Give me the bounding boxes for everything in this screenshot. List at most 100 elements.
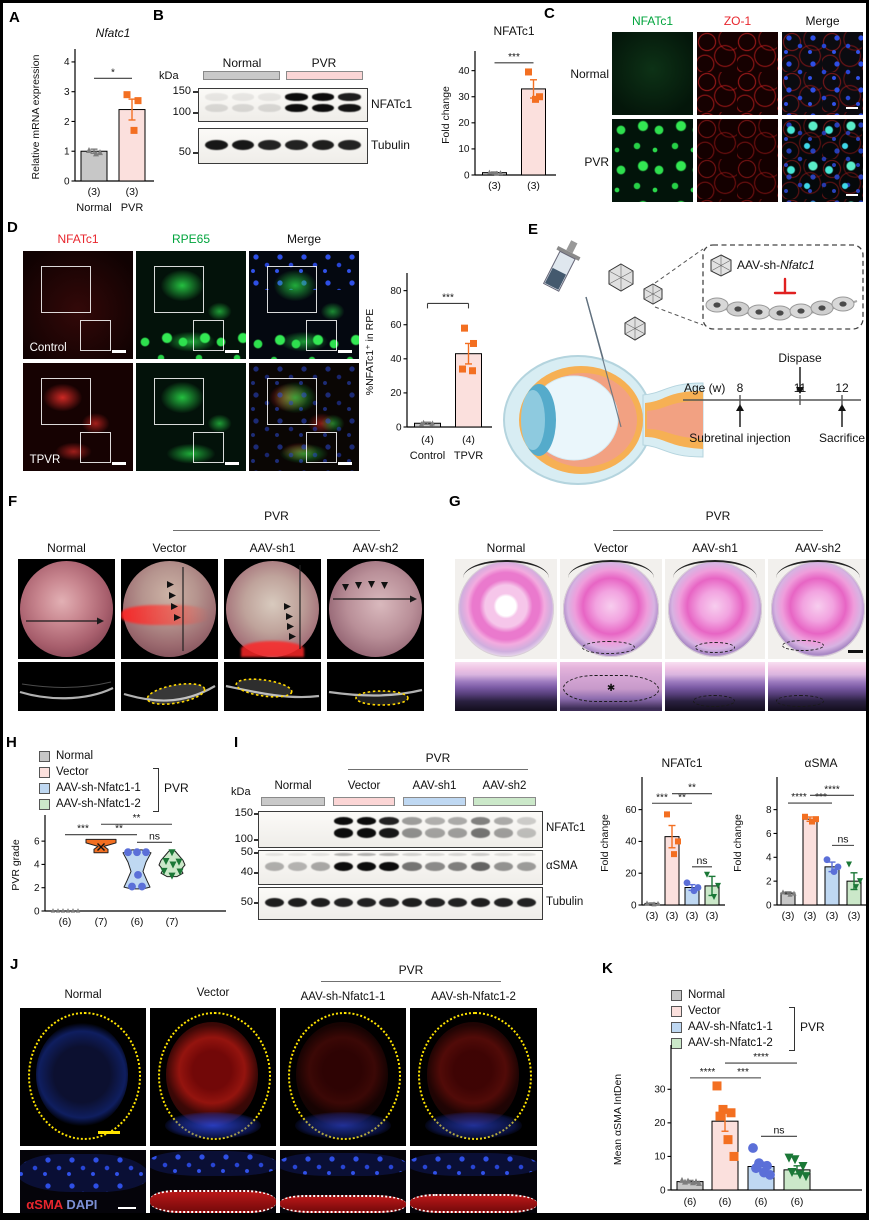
svg-text:Control: Control — [410, 450, 445, 462]
svg-text:AAV-sh-Nfatc1: AAV-sh-Nfatc1 — [737, 258, 815, 272]
swatch-sh2 — [671, 1037, 682, 1049]
svg-text:(6): (6) — [59, 916, 72, 928]
g-he-retina-aavsh1 — [665, 662, 765, 711]
blot-b-bar-pvr — [286, 71, 363, 80]
svg-text:Fold change: Fold change — [732, 814, 744, 872]
c-image-zo1-normal — [697, 32, 778, 115]
panel-label-j: J — [10, 956, 19, 973]
f-fundus-aavsh2 — [327, 559, 424, 659]
blot-i-asma — [258, 850, 543, 885]
d-image-rpe65-tpvr — [136, 363, 246, 471]
d-col-merge: Merge — [286, 232, 321, 246]
svg-text:(6): (6) — [791, 1196, 804, 1208]
g-col-aavsh1: AAV-sh1 — [692, 541, 738, 555]
svg-text:(3): (3) — [706, 910, 719, 922]
c-col-nfatc1: NFATc1 — [631, 14, 674, 28]
blot-b-label-nfatc1: NFATc1 — [371, 97, 413, 111]
c-image-merge-normal — [782, 32, 863, 115]
legend-item-sh1: AAV-sh-Nfatc1-1 — [671, 1019, 773, 1035]
g-he-eye-aavsh2 — [768, 559, 866, 659]
svg-text:(3): (3) — [782, 910, 795, 922]
svg-text:(6): (6) — [131, 916, 144, 928]
panel-label-b: B — [153, 7, 164, 24]
c-scalebar — [846, 107, 859, 110]
svg-text:(3): (3) — [88, 186, 101, 198]
svg-text:2: 2 — [64, 117, 70, 128]
chart-asma-intden: 0 10 20 30 Mean αSMA IntDen **** *** ns **** (6)(… — [609, 1037, 866, 1213]
d-row-control: Control — [29, 341, 67, 354]
svg-text:40: 40 — [390, 354, 402, 365]
j-eye-vector — [150, 1008, 276, 1146]
svg-text:****: **** — [700, 1067, 716, 1078]
i-bar-aavsh1 — [403, 797, 466, 806]
blot-b-bar-normal — [203, 71, 280, 80]
svg-text:(3): (3) — [126, 186, 139, 198]
svg-text:***: *** — [656, 792, 668, 803]
j-eye-sh2 — [410, 1008, 537, 1146]
f-pvr-span: PVR — [264, 509, 289, 523]
d-row-tpvr: TPVR — [29, 453, 61, 466]
svg-text:(3): (3) — [666, 910, 679, 922]
j-pvr-span: PVR — [398, 963, 424, 977]
panel-label-g: G — [449, 493, 461, 510]
svg-text:3: 3 — [64, 87, 70, 98]
svg-text:(3): (3) — [527, 180, 540, 192]
panel-label-c: C — [544, 5, 555, 22]
j-col-vector: Vector — [196, 987, 230, 999]
inhibition-icon — [773, 277, 797, 295]
svg-text:0: 0 — [396, 422, 402, 433]
svg-text:(3): (3) — [826, 910, 839, 922]
svg-text:0: 0 — [766, 900, 772, 911]
f-col-normal: Normal — [47, 541, 86, 555]
h-pvr-bracket — [153, 768, 159, 812]
i-pvr-span: PVR — [425, 751, 451, 765]
j-stain-asma: αSMA — [26, 1197, 63, 1213]
j-retina-normal: αSMA DAPI — [20, 1150, 146, 1213]
svg-text:(3): (3) — [488, 180, 501, 192]
e-injection-label: Subretinal injection — [689, 431, 790, 445]
i-pvr-line — [348, 769, 528, 770]
blot-b-mark-100: 100 — [172, 106, 191, 118]
svg-text:%NFATc1⁺ in RPE: %NFATc1⁺ in RPE — [364, 309, 376, 395]
svg-text:10: 10 — [654, 1152, 666, 1163]
g-he-eye-vector — [560, 559, 662, 659]
swatch-vector — [39, 766, 50, 778]
i-band-nfatc1: NFATc1 — [546, 822, 586, 834]
blot-i-nfatc1 — [258, 811, 543, 848]
legend-item-sh1: AAV-sh-Nfatc1-1 — [39, 780, 141, 796]
svg-text:20: 20 — [625, 869, 637, 880]
i-kda-label: kDa — [231, 786, 251, 798]
blot-b-kda-label: kDa — [159, 70, 179, 82]
f-fundus-normal — [18, 559, 115, 659]
svg-text:Mean αSMA IntDen: Mean αSMA IntDen — [612, 1074, 624, 1165]
i-mark-100: 100 — [234, 833, 253, 845]
i-group-vector: Vector — [347, 780, 381, 792]
f-col-aavsh2: AAV-sh2 — [352, 541, 399, 555]
blot-b-group-normal: Normal — [222, 56, 262, 70]
svg-text:***: *** — [815, 792, 827, 803]
f-fundus-vector — [121, 559, 218, 659]
g-he-eye-normal — [455, 559, 557, 659]
c-row-normal: Normal — [570, 67, 609, 81]
panel-label-k: K — [602, 960, 613, 977]
j-retina-sh2 — [410, 1150, 537, 1213]
legend-item-sh2: AAV-sh-Nfatc1-2 — [39, 796, 141, 812]
swatch-sh1 — [39, 782, 50, 794]
svg-text:*: * — [111, 67, 115, 78]
d-scalebar — [225, 350, 240, 353]
legend-item-vector: Vector — [39, 764, 141, 780]
e-week-12: 12 — [835, 381, 849, 395]
svg-text:(6): (6) — [684, 1196, 697, 1208]
svg-text:0: 0 — [464, 170, 470, 181]
g-col-normal: Normal — [486, 541, 526, 555]
j-pvr-line — [321, 981, 501, 982]
j-col-sh1: AAV-sh-Nfatc1-1 — [300, 991, 386, 1003]
blot-b-tubulin — [198, 128, 368, 164]
j-scalebar-white — [117, 1206, 136, 1210]
d-image-nfatc1-control: Control — [23, 251, 133, 359]
svg-text:Nfatc1: Nfatc1 — [96, 26, 131, 40]
svg-text:6: 6 — [34, 836, 40, 847]
d-image-merge-tpvr — [249, 363, 359, 471]
svg-text:2: 2 — [34, 883, 40, 894]
svg-text:8: 8 — [766, 805, 772, 816]
